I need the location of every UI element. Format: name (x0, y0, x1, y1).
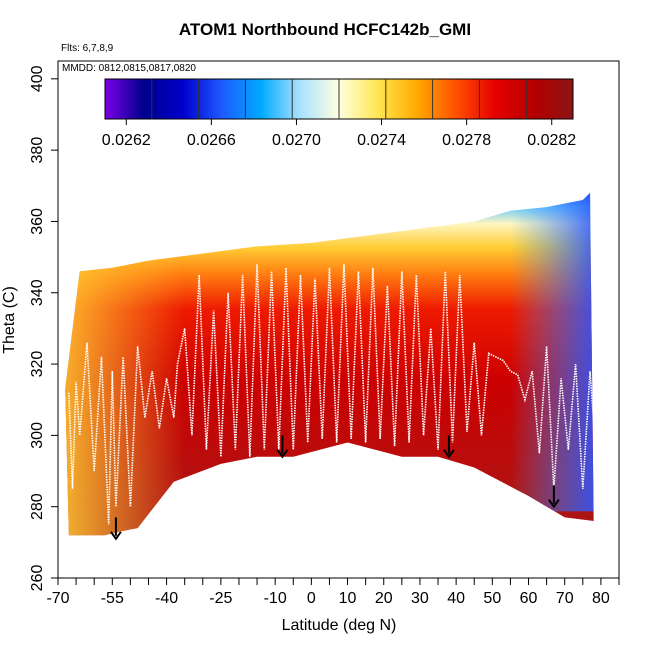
x-tick-label: -70 (46, 590, 69, 607)
x-axis: -70 -55 -40 -25 -10 0 10 20 30 40 50 60 70 80 (46, 578, 620, 607)
colorbar-tick-label: 0.0270 (272, 132, 321, 149)
mmdd-annotation: MMDD: 0812,0815,0817,0820 (62, 63, 196, 74)
y-tick-label: 380 (29, 137, 46, 164)
x-tick-label: -25 (209, 590, 232, 607)
x-tick-label: 30 (411, 590, 429, 607)
x-tick-label: 40 (447, 590, 465, 607)
colorbar-tick-label: 0.0274 (357, 132, 406, 149)
arrow-marker-head (443, 449, 455, 459)
x-tick-label: 60 (520, 590, 538, 607)
x-tick-label: 20 (375, 590, 393, 607)
flights-annotation: Flts: 6,7,8,9 (61, 43, 114, 54)
x-axis-label: Latitude (deg N) (282, 617, 397, 634)
colorbar: 0.0262 0.0266 0.0270 0.0274 0.0278 0.0282 (102, 78, 576, 149)
y-tick-label: 280 (29, 493, 46, 520)
y-tick-label: 260 (29, 565, 46, 592)
x-tick-label: 50 (483, 590, 501, 607)
colorbar-tick-label: 0.0262 (102, 132, 151, 149)
mmdd-annotation-bg (59, 62, 229, 73)
x-tick-label: -10 (264, 590, 287, 607)
plot-frame (57, 60, 620, 579)
arrow-marker-head (548, 499, 560, 509)
y-tick-label: 320 (29, 351, 46, 378)
colorbar-tick-label: 0.0278 (442, 132, 491, 149)
y-tick-label: 400 (29, 65, 46, 92)
x-tick-label: -40 (155, 590, 178, 607)
flight-track-line (68, 264, 599, 525)
arrow-marker-head (110, 531, 122, 541)
y-axis-label: Theta (C) (1, 286, 18, 354)
colorbar-tick-label: 0.0282 (527, 132, 576, 149)
x-tick-label: 10 (339, 590, 357, 607)
arrow-marker-head (276, 449, 289, 459)
field-shade-north (510, 192, 594, 512)
colorbar-tick-label: 0.0266 (187, 132, 236, 149)
field-area (65, 192, 594, 536)
x-tick-label: 80 (592, 590, 610, 607)
x-tick-label: 70 (556, 590, 574, 607)
arrow-markers (110, 435, 560, 541)
y-tick-label: 340 (29, 279, 46, 306)
y-axis: 260 280 300 320 340 360 380 400 (29, 65, 58, 591)
chart-title: ATOM1 Northbound HCFC142b_GMI (179, 20, 471, 39)
x-tick-label: -55 (101, 590, 124, 607)
flight-track (68, 264, 599, 525)
y-tick-label: 360 (29, 208, 46, 235)
x-tick-label: 0 (307, 590, 316, 607)
y-tick-label: 300 (29, 422, 46, 449)
